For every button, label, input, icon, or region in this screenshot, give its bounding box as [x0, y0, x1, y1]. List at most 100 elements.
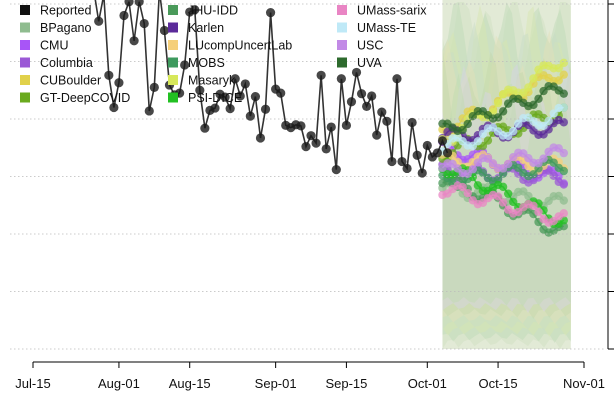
reported-point [422, 140, 432, 151]
legend-swatch [337, 40, 347, 50]
reported-point [382, 116, 392, 126]
forecast-point [463, 119, 472, 129]
x-tick-label: Jul-15 [15, 376, 50, 391]
forecast-point [549, 109, 558, 118]
legend-label: BPagano [40, 21, 91, 35]
legend-swatch [337, 22, 347, 33]
reported-point [296, 121, 306, 131]
forecast-point [559, 58, 568, 68]
forecast-uncertainty-band [442, 30, 571, 325]
forecast-point [559, 118, 568, 127]
reported-point [225, 104, 235, 114]
forecast-point [559, 70, 568, 79]
reported-point [331, 165, 341, 175]
legend-swatch [337, 57, 347, 68]
reported-point [311, 138, 321, 148]
forecast-point [549, 158, 558, 167]
reported-point [255, 133, 266, 143]
reported-point [351, 67, 362, 78]
x-tick-label: Sep-01 [255, 376, 297, 391]
forecast-point [483, 136, 493, 145]
legend-swatch [20, 57, 30, 68]
legend-label: LUcompUncertLab [188, 39, 292, 53]
legend-label: Reported [40, 4, 91, 18]
forecast-point [503, 189, 513, 198]
forecast-point [559, 180, 568, 189]
reported-point [356, 89, 367, 99]
legend-label: USC [357, 39, 383, 53]
reported-point [109, 102, 119, 113]
reported-point [372, 130, 382, 140]
reported-point [276, 88, 286, 98]
x-tick-label: Sep-15 [325, 376, 367, 391]
axes: Jul-15 Aug-01 Aug-15 Sep-01 Sep-15 Oct-01 Oct-… [15, 0, 614, 391]
forecast-point [498, 198, 508, 207]
reported-point [220, 92, 230, 102]
legend-swatch [168, 57, 178, 68]
forecast-point [554, 63, 563, 73]
legend-label: JHU-IDD [188, 4, 238, 18]
reported-point [139, 18, 149, 29]
gridlines [10, 3, 606, 350]
reported-point [362, 101, 372, 111]
reported-point [397, 156, 407, 167]
reported-point [159, 25, 170, 36]
forecast-point [529, 201, 538, 210]
reported-point [230, 74, 240, 84]
legend-label: UMass-TE [357, 21, 416, 35]
legend-swatch [20, 75, 30, 85]
reported-point [417, 168, 427, 178]
forecast-point [514, 163, 523, 172]
reported-point [119, 10, 129, 21]
forecast-point [534, 94, 543, 103]
reported-point [301, 142, 311, 152]
reported-point [124, 0, 134, 7]
forecast-point [509, 126, 518, 136]
legend-label: PSI-DICE [188, 91, 242, 105]
legend-swatch [20, 22, 30, 33]
forecast-point [559, 196, 568, 205]
reported-point [265, 8, 276, 18]
legend-label: UVA [357, 56, 382, 70]
forecast-point [514, 119, 523, 128]
reported-point [144, 106, 154, 116]
reported-point [407, 117, 417, 128]
forecast-point [559, 166, 568, 176]
forecast-point [534, 207, 543, 217]
legend-swatch [337, 5, 347, 15]
legend-label: UMass-sarix [357, 4, 427, 18]
reported-point [240, 79, 250, 89]
legend-swatch [168, 75, 178, 85]
legend-label: CMU [40, 39, 68, 53]
legend-swatch [168, 40, 178, 50]
legend: Reported BPagano CMU Columbia CUBoulder GT-De… [20, 4, 427, 105]
forecast-point [493, 98, 503, 108]
legend-swatch [168, 92, 178, 103]
x-tick-label: Oct-01 [408, 376, 447, 391]
legend-label: GT-DeepCOVID [40, 91, 130, 105]
forecast-point [524, 83, 533, 92]
reported-point [392, 74, 402, 84]
x-tick-label: Oct-15 [479, 376, 518, 391]
reported-point [432, 148, 443, 158]
forecast-point [473, 181, 483, 190]
forecast-point [493, 113, 503, 122]
forecast-point [539, 154, 548, 163]
x-tick-label: Nov-01 [563, 376, 605, 391]
reported-point [367, 91, 377, 101]
legend-label: Masaryk [188, 74, 236, 88]
forecast-point [559, 103, 568, 112]
reported-point [346, 97, 357, 107]
reported-point [245, 111, 255, 121]
reported-point [190, 5, 200, 15]
reported-point [250, 91, 261, 102]
legend-label: Karlen [188, 21, 224, 35]
forecast-point [559, 89, 568, 98]
legend-swatch [20, 92, 30, 103]
legend-swatch [20, 5, 30, 15]
reported-point [321, 144, 331, 154]
reported-point [306, 131, 316, 141]
reported-point [235, 91, 245, 101]
reported-point [326, 122, 336, 132]
